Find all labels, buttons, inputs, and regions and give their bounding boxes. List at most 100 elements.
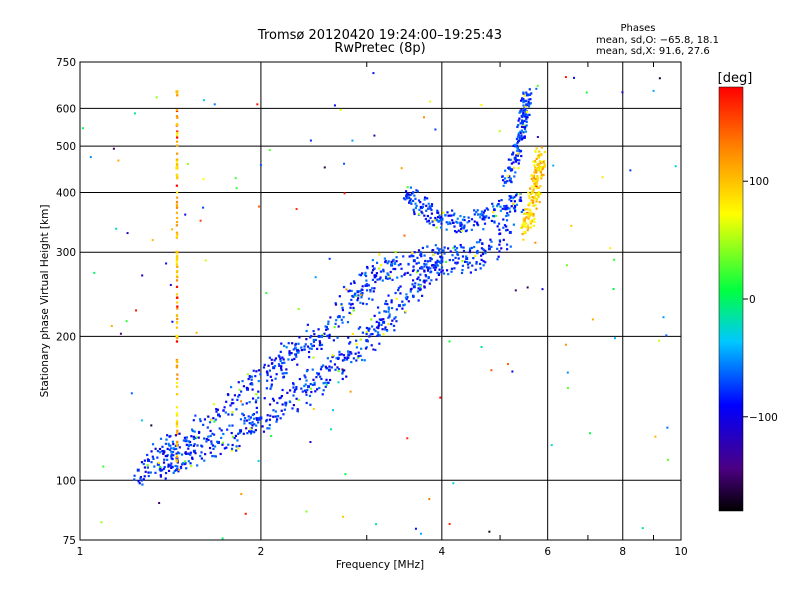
echo-point xyxy=(309,387,312,390)
echo-point xyxy=(484,261,487,264)
echo-point xyxy=(331,354,335,357)
echo-point xyxy=(468,220,471,223)
echo-point xyxy=(175,326,179,329)
echo-point xyxy=(529,220,532,223)
echo-point xyxy=(175,385,179,388)
echo-point xyxy=(313,333,316,336)
echo-point xyxy=(426,220,429,223)
echo-point xyxy=(430,203,434,206)
echo-point xyxy=(402,197,406,200)
echo-point xyxy=(176,116,179,119)
echo-point xyxy=(532,212,535,216)
echo-point xyxy=(473,213,476,216)
echo-point xyxy=(318,341,322,344)
echo-point xyxy=(407,300,410,303)
echo-point xyxy=(355,339,358,342)
noise-point xyxy=(202,99,205,102)
echo-point xyxy=(285,346,288,349)
echo-point xyxy=(176,336,179,340)
echo-point xyxy=(190,428,194,431)
echo-point xyxy=(281,403,284,406)
echo-point xyxy=(201,445,204,448)
echo-point xyxy=(146,458,150,461)
echo-point xyxy=(360,296,363,299)
echo-point xyxy=(236,439,239,442)
echo-point xyxy=(371,278,375,281)
echo-point xyxy=(518,193,521,196)
echo-point xyxy=(354,352,357,355)
echo-point xyxy=(523,115,527,118)
echo-point xyxy=(400,267,403,270)
echo-point xyxy=(139,477,142,480)
echo-point xyxy=(522,109,525,112)
echo-point xyxy=(424,274,427,277)
echo-point xyxy=(237,395,240,398)
echo-point xyxy=(346,350,350,353)
echo-point xyxy=(516,159,519,162)
echo-point xyxy=(530,199,533,202)
echo-point xyxy=(314,390,317,393)
echo-point xyxy=(446,211,449,214)
echo-point xyxy=(136,468,140,472)
echo-point xyxy=(313,381,316,384)
echo-point xyxy=(359,338,362,341)
echo-point xyxy=(450,267,454,270)
noise-point xyxy=(297,410,300,413)
echo-point xyxy=(425,204,428,207)
echo-point xyxy=(270,379,274,382)
echo-point xyxy=(175,447,178,450)
noise-point xyxy=(333,104,336,107)
echo-point xyxy=(161,469,164,472)
noise-point xyxy=(403,234,406,237)
echo-point xyxy=(531,196,534,199)
echo-point xyxy=(146,466,149,469)
echo-point xyxy=(419,267,422,270)
echo-point xyxy=(509,169,513,172)
echo-point xyxy=(189,462,192,465)
echo-point xyxy=(350,289,353,293)
echo-point xyxy=(318,386,321,390)
echo-point xyxy=(238,393,241,397)
echo-point xyxy=(169,444,172,447)
echo-point xyxy=(502,184,505,187)
echo-point xyxy=(522,137,525,140)
echo-point xyxy=(538,162,541,166)
echo-point xyxy=(436,219,439,222)
echo-point xyxy=(165,438,168,441)
y-tick-label: 75 xyxy=(63,535,76,547)
echo-point xyxy=(159,475,163,478)
echo-point xyxy=(262,366,266,369)
echo-point xyxy=(142,478,145,481)
echo-point xyxy=(523,135,526,138)
echo-point xyxy=(176,134,179,137)
echo-point xyxy=(524,130,528,133)
echo-point xyxy=(347,336,350,339)
echo-point xyxy=(528,88,531,91)
echo-point xyxy=(414,202,417,205)
echo-point xyxy=(436,264,440,267)
echo-point xyxy=(533,184,537,187)
echo-point xyxy=(317,334,321,338)
echo-point xyxy=(224,411,227,414)
echo-point xyxy=(371,265,374,268)
echo-point xyxy=(203,418,207,421)
echo-point xyxy=(275,420,278,423)
echo-point xyxy=(221,443,224,446)
echo-point xyxy=(390,307,394,310)
echo-point xyxy=(176,265,179,269)
echo-point xyxy=(298,336,301,339)
echo-point xyxy=(174,444,177,448)
noise-point xyxy=(420,532,423,535)
echo-point xyxy=(348,311,351,315)
echo-point xyxy=(405,297,408,301)
echo-point xyxy=(206,426,209,429)
echo-point xyxy=(517,167,520,170)
echo-point xyxy=(528,208,532,211)
echo-point xyxy=(535,200,538,203)
echo-point xyxy=(522,238,525,241)
echo-point xyxy=(336,366,339,369)
echo-point xyxy=(510,195,513,198)
noise-point xyxy=(360,293,363,296)
echo-point xyxy=(218,415,221,418)
echo-point xyxy=(393,317,396,320)
